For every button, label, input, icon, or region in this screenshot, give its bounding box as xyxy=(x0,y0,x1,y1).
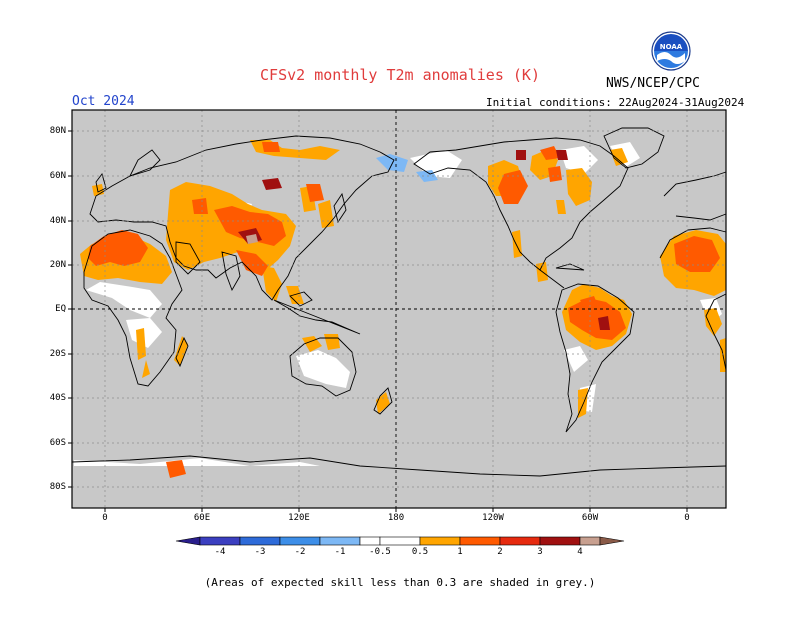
colorbar-seg xyxy=(459,536,501,546)
lon-label: 120E xyxy=(288,513,310,523)
colorbar-tick-label: 0.5 xyxy=(411,547,429,557)
lon-label: 120W xyxy=(482,513,504,523)
skill-note: (Areas of expected skill less than 0.3 a… xyxy=(204,576,596,589)
colorbar-seg xyxy=(199,536,241,546)
lon-label: 0 xyxy=(102,513,108,523)
lat-label: 60N xyxy=(49,171,66,181)
forecast-period: Oct 2024 xyxy=(72,94,135,109)
svg-text:NOAA: NOAA xyxy=(660,43,683,51)
initial-conditions: Initial conditions: 22Aug2024-31Aug2024 xyxy=(486,96,745,109)
lon-label: 0 xyxy=(684,513,690,523)
reference-lines xyxy=(72,110,726,508)
colorbar-seg xyxy=(579,536,601,546)
colorbar-seg-below xyxy=(175,536,201,546)
colorbar-tick-label: 3 xyxy=(537,547,543,557)
colorbar-seg xyxy=(539,536,581,546)
lat-label: 20S xyxy=(49,349,66,359)
lat-label: 80N xyxy=(49,126,66,136)
lon-label: 60E xyxy=(193,513,211,523)
agency-label: NWS/NCEP/CPC xyxy=(606,76,700,91)
colorbar-tick-label: 4 xyxy=(577,547,583,557)
colorbar-seg xyxy=(419,536,461,546)
lat-label: 40N xyxy=(49,216,66,226)
chart-title: CFSv2 monthly T2m anomalies (K) xyxy=(260,66,540,84)
colorbar-tick-label: 1 xyxy=(457,547,463,557)
colorbar-seg xyxy=(379,536,421,546)
lat-label: 80S xyxy=(49,482,66,492)
colorbar-seg xyxy=(499,536,541,546)
tick-marks xyxy=(68,130,688,512)
colorbar-seg xyxy=(319,536,361,546)
colorbar xyxy=(175,536,625,546)
colorbar-tick-label: -2 xyxy=(294,547,306,557)
colorbar-seg-above xyxy=(599,536,625,546)
warm-anomaly-1-2 xyxy=(88,142,720,478)
colorbar-seg xyxy=(359,536,381,546)
lat-label: 60S xyxy=(49,438,66,448)
colorbar-tick-label: -1 xyxy=(334,547,346,557)
colorbar-tick-label: -4 xyxy=(214,547,226,557)
colorbar-tick-label: -0.5 xyxy=(369,547,391,557)
colorbar-tick-label: 2 xyxy=(497,547,503,557)
lat-label: EQ xyxy=(55,304,66,314)
lon-label: 60W xyxy=(581,513,599,523)
colorbar-tick-label: -3 xyxy=(254,547,266,557)
noaa-logo-icon: NOAA xyxy=(651,31,691,71)
lon-label: 180 xyxy=(387,513,405,523)
lat-label: 40S xyxy=(49,393,66,403)
colorbar-seg xyxy=(239,536,281,546)
gridlines xyxy=(72,110,726,508)
lat-label: 20N xyxy=(49,260,66,270)
warm-anomaly-3-4 xyxy=(246,234,258,244)
colorbar-seg xyxy=(279,536,321,546)
